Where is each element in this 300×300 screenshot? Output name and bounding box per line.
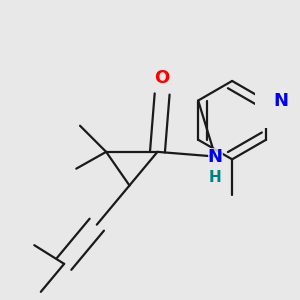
Text: H: H xyxy=(209,169,222,184)
Text: N: N xyxy=(274,92,289,110)
Text: O: O xyxy=(154,68,170,86)
Text: N: N xyxy=(208,148,223,166)
